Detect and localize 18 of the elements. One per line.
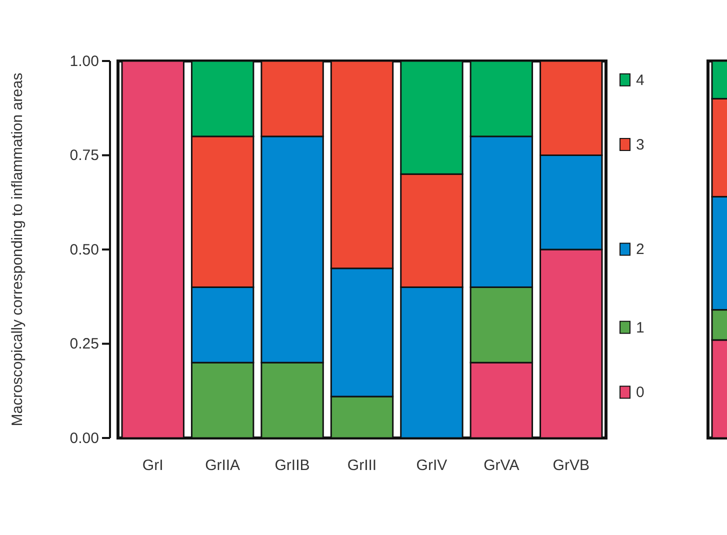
x-tick-label: GrVA [484,457,520,474]
x-tick-label: GrIV [416,457,448,474]
y-tick-label: 0.50 [70,241,99,258]
legend-label: 3 [636,136,644,154]
legend-label: 4 [636,72,644,89]
y-tick-label: 1.00 [70,52,99,70]
x-tick-label: GrI [142,457,164,474]
legend-label: 0 [636,384,644,402]
x-tick-label: GrIII [347,457,377,474]
legend-label: 2 [636,241,644,258]
x-tick-label: GrIIA [205,457,240,474]
y-tick-label: 0.25 [70,336,99,353]
y-axis-title: Macroscopically corresponding to inflammation areas [9,72,26,426]
legend-label: 1 [636,319,644,336]
x-tick-label: GrVB [552,457,590,474]
y-tick-label: 0.00 [70,430,99,447]
x-tick-label: GrIIB [274,457,310,474]
y-tick-label: 0.75 [70,147,99,164]
